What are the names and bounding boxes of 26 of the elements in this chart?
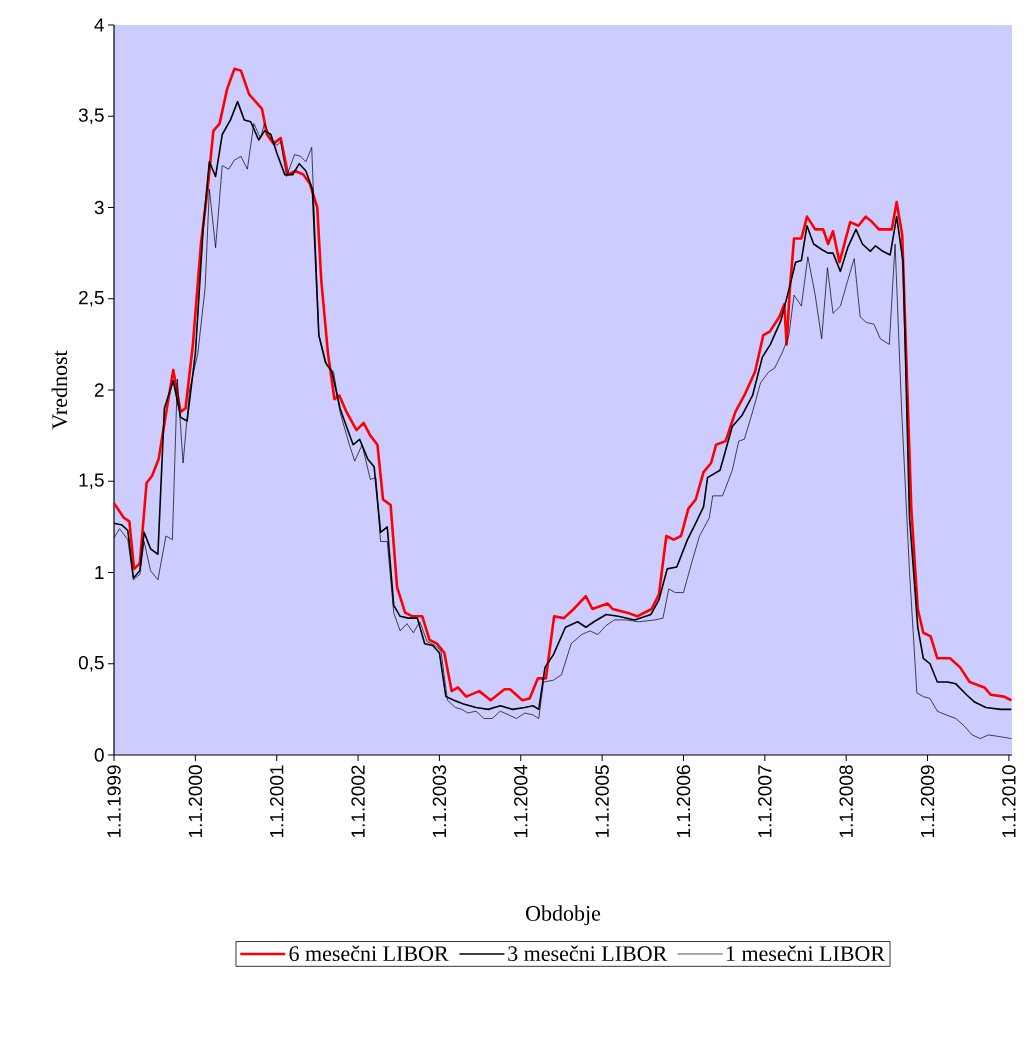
y-tick-label: 2 <box>94 383 104 397</box>
y-tick-label: 3,5 <box>78 108 104 125</box>
x-tick-label: 1.1.2007 <box>758 765 772 838</box>
x-tick-label: 1.1.2003 <box>432 765 447 838</box>
x-tick-label: 1.1.2000 <box>188 765 203 838</box>
legend-label: 1 mesečni LIBOR <box>726 945 886 962</box>
y-tick-label: 0 <box>94 748 104 762</box>
y-tick-label: 0,5 <box>78 655 104 672</box>
x-axis-title: Obdobje <box>526 905 601 926</box>
y-tick-label: 3 <box>94 200 104 215</box>
x-tick-label: 1.1.2008 <box>839 765 853 838</box>
x-tick-label: 1.1.2004 <box>514 765 528 838</box>
legend-label: 3 mesečni LIBOR <box>508 945 668 962</box>
y-tick-label: 1,5 <box>79 473 104 490</box>
y-axis-title: Vrednost <box>51 350 68 430</box>
x-tick-label: 1.1.2005 <box>595 765 609 838</box>
x-tick-label: 1.1.2001 <box>269 765 284 838</box>
y-tick-label: 1 <box>95 565 104 580</box>
x-tick-label: 1.1.2010 <box>1002 765 1016 838</box>
y-tick-label: 4 <box>94 18 104 32</box>
y-tick-label: 2,5 <box>79 290 104 307</box>
x-tick-label: 1.1.2009 <box>920 765 935 838</box>
x-tick-label: 1.1.2006 <box>676 765 691 838</box>
x-tick-label: 1.1.2002 <box>351 765 365 838</box>
x-tick-label: 1.1.1999 <box>107 765 121 838</box>
legend-label: 6 mesečni LIBOR <box>289 945 449 962</box>
